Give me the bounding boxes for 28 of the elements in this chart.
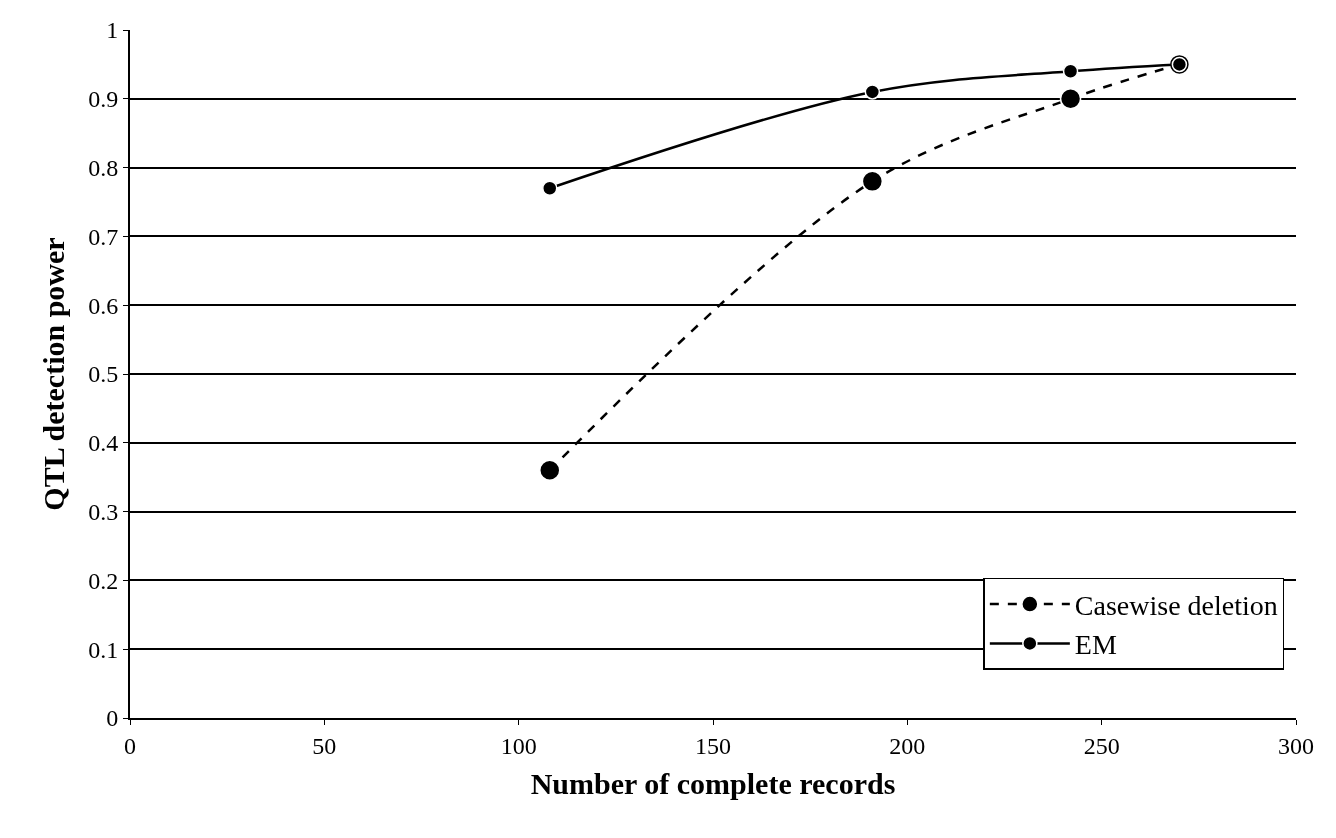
x-tick-label: 150 <box>695 732 731 759</box>
x-tick-label: 300 <box>1278 732 1314 759</box>
x-tick-label: 50 <box>312 732 337 759</box>
y-axis-title: QTL detection power <box>36 237 70 511</box>
y-tick-label: 0.3 <box>88 499 119 525</box>
legend-label: Casewise deletion <box>1074 589 1278 621</box>
y-tick-label: 0.8 <box>88 155 119 181</box>
point <box>861 170 884 193</box>
y-tick-label: 0 <box>106 705 119 732</box>
legend-label: EM <box>1074 629 1117 661</box>
point <box>864 84 881 100</box>
y-tick-label: 0.1 <box>88 636 119 663</box>
y-tick-label: 0.5 <box>88 361 119 388</box>
point <box>1062 63 1079 80</box>
x-tick-label: 100 <box>500 732 537 759</box>
y-tick-label: 1 <box>106 17 119 44</box>
y-tick-label: 0.4 <box>88 430 119 457</box>
y-tick-label: 0.2 <box>88 567 119 594</box>
x-tick-label: 250 <box>1083 732 1120 759</box>
y-tick-label: 0.6 <box>88 292 119 319</box>
x-axis-title: Number of complete records <box>530 766 896 800</box>
point <box>539 459 561 482</box>
x-tick-label: 200 <box>889 732 926 759</box>
x-tick-label: 0 <box>124 732 136 759</box>
point <box>1059 88 1082 110</box>
y-tick-label: 0.7 <box>88 223 119 250</box>
y-tick-label: 0.9 <box>88 86 119 113</box>
point <box>542 180 558 196</box>
